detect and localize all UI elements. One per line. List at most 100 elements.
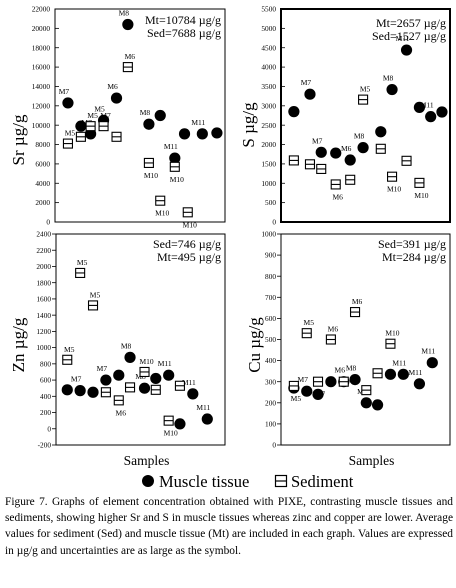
sediment-point bbox=[124, 382, 136, 393]
x-axis-label: Samples bbox=[349, 453, 395, 468]
y-tick-label: 6000 bbox=[35, 160, 50, 169]
sediment-point bbox=[62, 138, 74, 149]
y-axis-label: S µg/g bbox=[239, 102, 258, 148]
y-tick-label: 500 bbox=[265, 198, 276, 207]
y-tick-label: 0 bbox=[272, 218, 276, 227]
y-tick-label: 1500 bbox=[261, 160, 276, 169]
muscle-point bbox=[87, 386, 99, 398]
y-tick-label: 700 bbox=[265, 293, 276, 302]
y-tick-label: 800 bbox=[265, 272, 276, 281]
point-label: M5 bbox=[65, 129, 76, 138]
point-label: M8 bbox=[383, 74, 394, 83]
y-tick-label: 2000 bbox=[36, 262, 51, 271]
legend-muscle-marker bbox=[142, 475, 154, 487]
point-label: M10 bbox=[385, 329, 399, 338]
plot-frame bbox=[280, 8, 451, 223]
muscle-point bbox=[301, 385, 313, 397]
point-label: M10 bbox=[387, 185, 401, 194]
y-tick-label: 18000 bbox=[32, 43, 51, 52]
point-label: M5 bbox=[64, 345, 75, 354]
y-tick-label: 8000 bbox=[35, 140, 50, 149]
muscle-point bbox=[344, 154, 356, 166]
sediment-point bbox=[182, 207, 193, 218]
sediment-point bbox=[98, 121, 109, 132]
point-label: M10 bbox=[144, 171, 158, 180]
plot-frame bbox=[54, 8, 226, 223]
point-label: M7 bbox=[59, 87, 70, 96]
average-annotation: Mt=495 µg/g bbox=[157, 250, 221, 264]
y-tick-label: 400 bbox=[265, 356, 276, 365]
y-tick-label: 0 bbox=[47, 424, 51, 433]
average-annotation: Mt=10784 µg/g bbox=[145, 13, 221, 27]
plot-frame bbox=[55, 233, 226, 446]
point-label: M5 bbox=[360, 85, 371, 94]
sediment-point bbox=[122, 62, 133, 73]
sediment-point bbox=[100, 387, 111, 398]
point-label: M11 bbox=[392, 358, 406, 367]
muscle-point bbox=[174, 418, 186, 430]
y-tick-label: 4500 bbox=[261, 43, 276, 52]
point-label: M8 bbox=[346, 364, 357, 373]
average-annotation: Sed=7688 µg/g bbox=[147, 26, 221, 40]
point-label: M7 bbox=[78, 122, 89, 131]
average-annotation: Sed=391 µg/g bbox=[378, 237, 446, 251]
muscle-point bbox=[288, 106, 300, 118]
sediment-point bbox=[361, 385, 372, 396]
point-label: M5 bbox=[90, 290, 101, 299]
x-axis-label: Samples bbox=[124, 453, 170, 468]
sediment-point bbox=[358, 94, 369, 105]
y-tick-label: 800 bbox=[40, 359, 51, 368]
muscle-point bbox=[122, 18, 134, 31]
point-label: M11 bbox=[420, 101, 434, 110]
sediment-point bbox=[414, 177, 425, 188]
y-tick-label: 0 bbox=[46, 218, 50, 227]
point-label: M5 bbox=[94, 104, 105, 113]
y-tick-label: 12000 bbox=[32, 101, 51, 110]
point-label: M7 bbox=[298, 375, 309, 384]
muscle-point bbox=[124, 351, 136, 363]
y-tick-label: -200 bbox=[38, 441, 52, 450]
point-label: M6 bbox=[107, 82, 118, 91]
point-label: M6 bbox=[125, 52, 136, 61]
point-label: M10 bbox=[155, 209, 169, 218]
muscle-point bbox=[349, 373, 361, 386]
y-tick-label: 4000 bbox=[261, 63, 276, 72]
y-tick-label: 600 bbox=[265, 314, 276, 323]
muscle-point bbox=[201, 413, 213, 425]
point-label: M7 bbox=[315, 390, 326, 399]
point-label: M10 bbox=[164, 429, 178, 438]
point-label: M5 bbox=[291, 394, 302, 403]
y-tick-label: 1000 bbox=[261, 230, 276, 239]
plot-frame bbox=[280, 233, 451, 446]
muscle-point bbox=[138, 382, 151, 394]
sediment-point bbox=[163, 415, 174, 426]
y-tick-label: 2200 bbox=[36, 246, 51, 255]
legend: Muscle tissue Sediment bbox=[142, 472, 354, 491]
sediment-point bbox=[75, 267, 86, 279]
y-axis-label: Sr µg/g bbox=[9, 114, 28, 165]
sediment-point bbox=[143, 157, 154, 168]
sediment-point bbox=[113, 395, 124, 406]
muscle-point bbox=[62, 97, 74, 109]
point-label: M11 bbox=[191, 118, 205, 127]
panel-sr: 0 2000 4000 6000 8000 10000 12000 14000 16000 180… bbox=[9, 5, 226, 229]
y-tick-label: 400 bbox=[40, 392, 51, 401]
panel-s: 0 500 1000 1500 2000 2500 3000 3500 4000 4500 5000… bbox=[239, 5, 451, 227]
panel-zn: -200 0 200 400 600 800 1000 1200 1400 1600 1800 200… bbox=[9, 230, 226, 468]
point-label: M11 bbox=[396, 34, 410, 43]
sediment-point bbox=[155, 195, 166, 206]
y-tick-label: 2000 bbox=[35, 198, 50, 207]
y-tick-label: 5000 bbox=[261, 24, 276, 33]
average-annotation: Mt=2657 µg/g bbox=[376, 16, 446, 30]
legend-sediment-label: Sediment bbox=[291, 472, 354, 491]
sediment-point bbox=[139, 366, 150, 378]
muscle-point bbox=[110, 92, 123, 104]
sediment-point bbox=[316, 163, 327, 174]
muscle-point bbox=[169, 152, 181, 164]
point-label: M8 bbox=[121, 341, 132, 350]
point-label: M5 bbox=[87, 111, 98, 120]
y-tick-label: 1600 bbox=[36, 295, 51, 304]
y-tick-label: 2400 bbox=[36, 230, 51, 239]
sediment-point bbox=[85, 121, 96, 132]
